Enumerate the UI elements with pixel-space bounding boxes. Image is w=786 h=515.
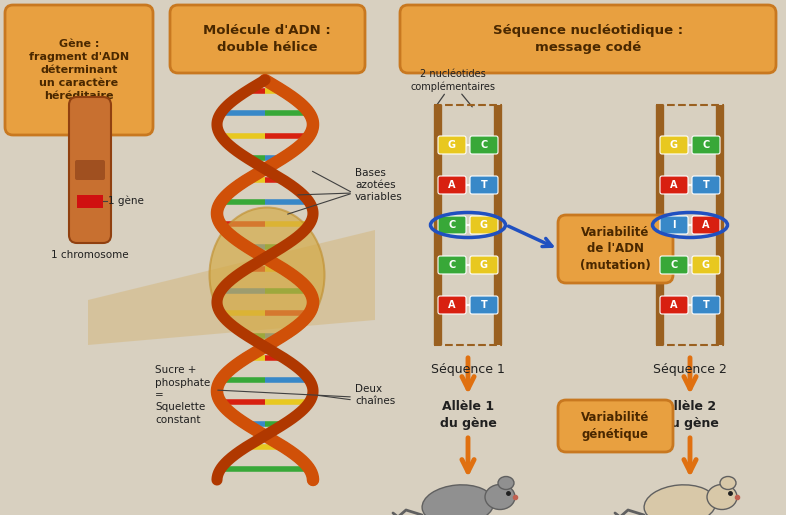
Text: 1 gène: 1 gène bbox=[108, 196, 144, 206]
Text: Bases
azotées
variables: Bases azotées variables bbox=[355, 167, 402, 202]
Text: Variabilité
génétique: Variabilité génétique bbox=[582, 411, 650, 441]
Text: 1 chromosome: 1 chromosome bbox=[51, 250, 129, 260]
Text: T: T bbox=[703, 300, 710, 310]
FancyBboxPatch shape bbox=[470, 136, 498, 154]
Text: Gène :
fragment d'ADN
déterminant
un caractère
héréditaire: Gène : fragment d'ADN déterminant un car… bbox=[29, 39, 129, 101]
Text: A: A bbox=[448, 180, 456, 190]
Text: A: A bbox=[670, 300, 678, 310]
Ellipse shape bbox=[485, 485, 515, 509]
Text: Séquence 2: Séquence 2 bbox=[653, 363, 727, 376]
Text: C: C bbox=[448, 260, 456, 270]
Text: G: G bbox=[448, 140, 456, 150]
FancyBboxPatch shape bbox=[692, 296, 720, 314]
Ellipse shape bbox=[720, 476, 736, 489]
FancyBboxPatch shape bbox=[660, 176, 688, 194]
Bar bbox=[77, 195, 103, 208]
Ellipse shape bbox=[210, 208, 325, 342]
Text: G: G bbox=[702, 260, 710, 270]
Ellipse shape bbox=[707, 485, 737, 509]
FancyBboxPatch shape bbox=[75, 160, 105, 180]
Text: T: T bbox=[480, 180, 487, 190]
Text: A: A bbox=[670, 180, 678, 190]
FancyBboxPatch shape bbox=[558, 400, 673, 452]
Text: C: C bbox=[670, 260, 678, 270]
Text: 2 nucléotides
complémentaires: 2 nucléotides complémentaires bbox=[410, 69, 495, 92]
FancyBboxPatch shape bbox=[660, 256, 688, 274]
FancyBboxPatch shape bbox=[170, 5, 365, 73]
FancyBboxPatch shape bbox=[660, 296, 688, 314]
FancyBboxPatch shape bbox=[438, 256, 466, 274]
FancyBboxPatch shape bbox=[5, 5, 153, 135]
Text: C: C bbox=[480, 140, 487, 150]
FancyBboxPatch shape bbox=[692, 176, 720, 194]
Text: Séquence 1: Séquence 1 bbox=[431, 363, 505, 376]
Text: G: G bbox=[480, 220, 488, 230]
FancyBboxPatch shape bbox=[692, 256, 720, 274]
Text: A: A bbox=[448, 300, 456, 310]
Text: I: I bbox=[672, 220, 676, 230]
FancyBboxPatch shape bbox=[470, 296, 498, 314]
Text: T: T bbox=[703, 180, 710, 190]
FancyBboxPatch shape bbox=[470, 256, 498, 274]
Text: Allèle 2
du gène: Allèle 2 du gène bbox=[662, 400, 718, 430]
Text: Molécule d'ADN :
double hélice: Molécule d'ADN : double hélice bbox=[203, 24, 331, 54]
Ellipse shape bbox=[498, 476, 514, 489]
FancyBboxPatch shape bbox=[692, 216, 720, 234]
Text: C: C bbox=[703, 140, 710, 150]
FancyBboxPatch shape bbox=[692, 136, 720, 154]
FancyBboxPatch shape bbox=[438, 176, 466, 194]
FancyBboxPatch shape bbox=[438, 296, 466, 314]
Text: Variabilité
de l'ADN
(mutation): Variabilité de l'ADN (mutation) bbox=[580, 226, 651, 272]
FancyBboxPatch shape bbox=[438, 216, 466, 234]
Ellipse shape bbox=[644, 485, 716, 515]
FancyBboxPatch shape bbox=[660, 216, 688, 234]
Text: Sucre +
phosphate
=
Squelette
constant: Sucre + phosphate = Squelette constant bbox=[155, 365, 210, 425]
FancyBboxPatch shape bbox=[69, 97, 111, 243]
Text: G: G bbox=[670, 140, 678, 150]
Polygon shape bbox=[88, 230, 375, 345]
FancyBboxPatch shape bbox=[660, 136, 688, 154]
Text: Séquence nucléotidique :
message codé: Séquence nucléotidique : message codé bbox=[493, 24, 683, 54]
FancyBboxPatch shape bbox=[470, 216, 498, 234]
Text: C: C bbox=[448, 220, 456, 230]
FancyBboxPatch shape bbox=[558, 215, 673, 283]
Text: Deux
chaînes: Deux chaînes bbox=[355, 384, 395, 406]
FancyBboxPatch shape bbox=[400, 5, 776, 73]
Text: Allèle 1
du gène: Allèle 1 du gène bbox=[439, 400, 497, 430]
FancyBboxPatch shape bbox=[470, 176, 498, 194]
FancyBboxPatch shape bbox=[438, 136, 466, 154]
Text: T: T bbox=[480, 300, 487, 310]
Text: G: G bbox=[480, 260, 488, 270]
Ellipse shape bbox=[422, 485, 494, 515]
Text: A: A bbox=[702, 220, 710, 230]
